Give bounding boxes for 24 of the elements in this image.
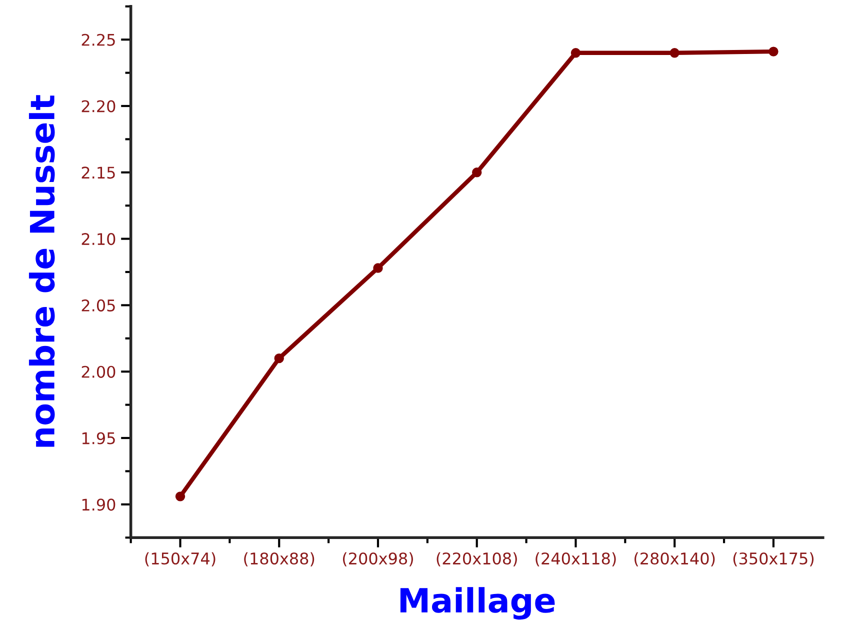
y-axis-title: nombre de Nusselt bbox=[28, 95, 55, 447]
x-tick-label: (180x88) bbox=[244, 552, 314, 566]
x-tick-label: (200x98) bbox=[343, 552, 413, 566]
y-tick-label: 2.00 bbox=[82, 366, 116, 378]
x-axis-title: Maillage bbox=[400, 587, 555, 620]
point bbox=[274, 353, 284, 364]
y-tick-label: 2.10 bbox=[82, 233, 116, 246]
x-tick-label: (350x175) bbox=[733, 552, 814, 566]
x-tick-label: (240x118) bbox=[536, 552, 616, 566]
y-tick-label: 2.15 bbox=[82, 166, 115, 179]
y-tick-label: 2.25 bbox=[82, 34, 115, 46]
x-tick-label: (220x108) bbox=[436, 552, 517, 566]
point bbox=[570, 48, 581, 58]
y-tick-label: 2.05 bbox=[82, 299, 115, 312]
y-tick-label: 1.95 bbox=[82, 432, 115, 444]
point bbox=[373, 263, 383, 273]
x-tick-label: (280x140) bbox=[634, 552, 715, 566]
point bbox=[768, 46, 778, 56]
y-tick-label: 2.20 bbox=[82, 100, 116, 112]
point bbox=[670, 48, 680, 58]
point bbox=[472, 168, 482, 178]
x-tick-label: (150x74) bbox=[145, 552, 216, 566]
point bbox=[175, 492, 186, 502]
y-tick-label: 1.90 bbox=[82, 498, 116, 511]
